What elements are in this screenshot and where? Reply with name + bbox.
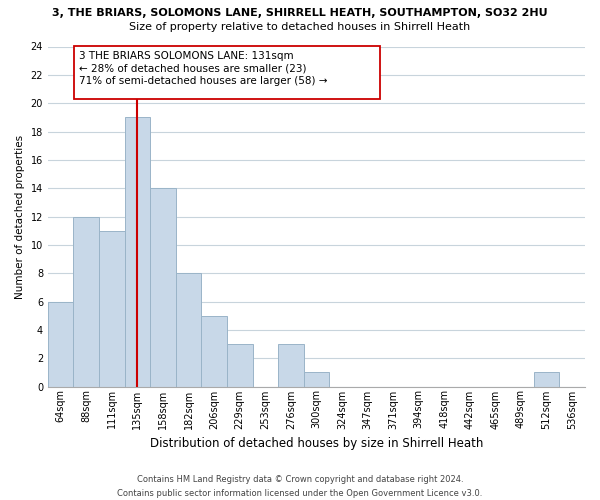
Bar [125, 118, 150, 386]
Bar [304, 372, 329, 386]
Bar [48, 302, 73, 386]
Bar [150, 188, 176, 386]
Text: 3 THE BRIARS SOLOMONS LANE: 131sqm: 3 THE BRIARS SOLOMONS LANE: 131sqm [79, 51, 294, 61]
Text: Size of property relative to detached houses in Shirrell Heath: Size of property relative to detached ho… [130, 22, 470, 32]
X-axis label: Distribution of detached houses by size in Shirrell Heath: Distribution of detached houses by size … [150, 437, 483, 450]
Bar [227, 344, 253, 387]
Text: Contains HM Land Registry data © Crown copyright and database right 2024.
Contai: Contains HM Land Registry data © Crown c… [118, 476, 482, 498]
Text: ← 28% of detached houses are smaller (23): ← 28% of detached houses are smaller (23… [79, 64, 307, 74]
Bar [73, 216, 99, 386]
Text: 71% of semi-detached houses are larger (58) →: 71% of semi-detached houses are larger (… [79, 76, 328, 86]
Bar [202, 316, 227, 386]
Bar [534, 372, 559, 386]
Bar [176, 273, 202, 386]
Bar [278, 344, 304, 387]
Bar [74, 46, 380, 99]
Text: 3, THE BRIARS, SOLOMONS LANE, SHIRRELL HEATH, SOUTHAMPTON, SO32 2HU: 3, THE BRIARS, SOLOMONS LANE, SHIRRELL H… [52, 8, 548, 18]
Y-axis label: Number of detached properties: Number of detached properties [15, 134, 25, 298]
Bar [99, 230, 125, 386]
